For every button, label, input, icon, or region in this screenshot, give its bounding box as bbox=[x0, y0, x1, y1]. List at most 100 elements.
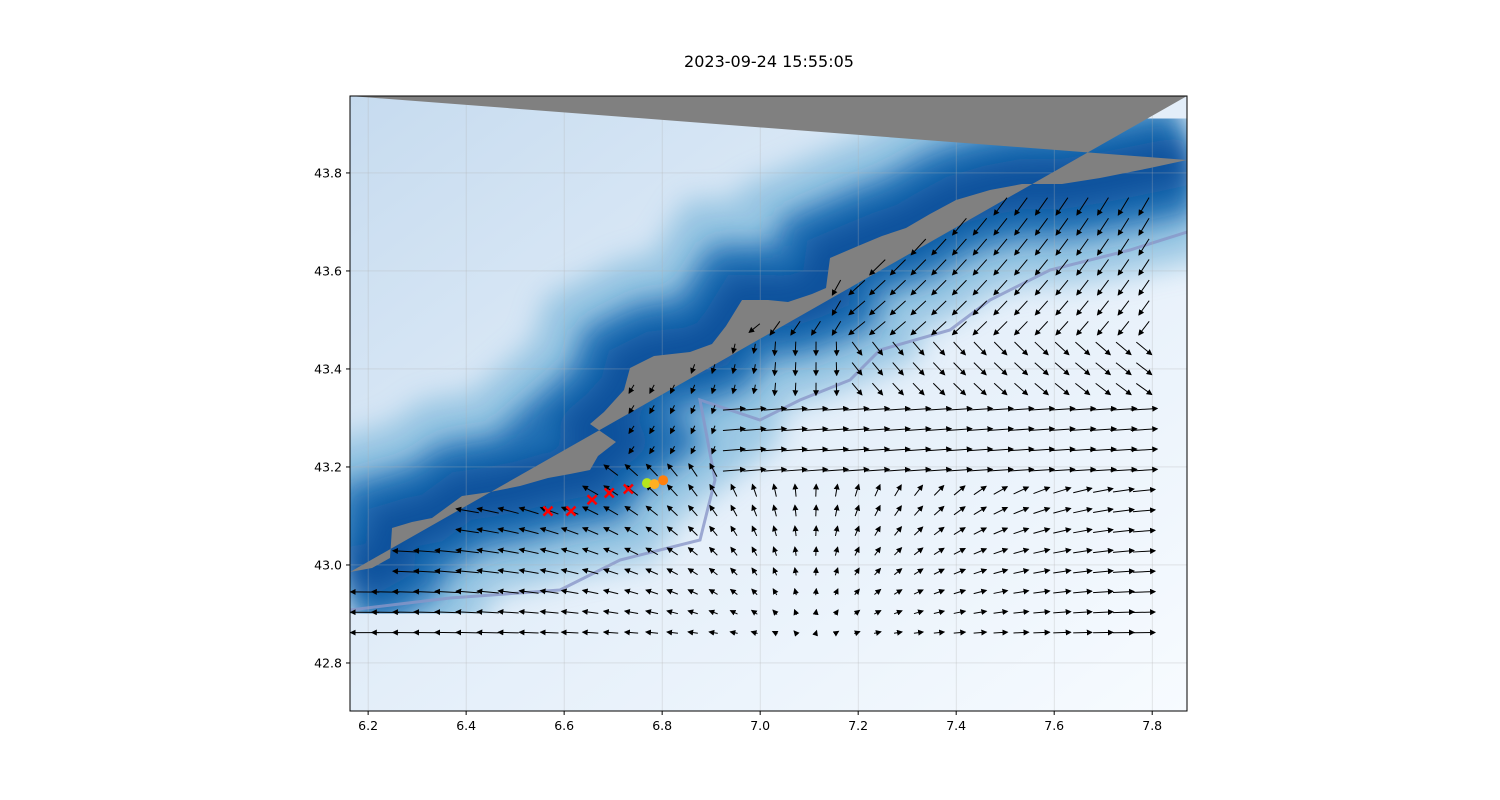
current-arrow bbox=[833, 546, 840, 556]
current-arrow bbox=[993, 197, 1008, 216]
current-arrow bbox=[933, 484, 945, 496]
current-arrow bbox=[1014, 259, 1028, 276]
current-arrow bbox=[792, 382, 799, 397]
current-arrow bbox=[751, 588, 758, 596]
current-arrow bbox=[933, 505, 945, 516]
current-arrow bbox=[581, 629, 599, 636]
current-arrow bbox=[1014, 382, 1029, 396]
y-tick-label: 43.8 bbox=[314, 165, 342, 180]
current-arrow bbox=[973, 547, 988, 555]
current-arrow bbox=[1053, 547, 1072, 554]
current-arrow bbox=[731, 364, 738, 375]
current-arrow bbox=[731, 343, 737, 355]
current-arrow bbox=[1138, 279, 1150, 296]
current-arrow bbox=[933, 629, 946, 636]
current-arrow bbox=[947, 446, 973, 453]
current-arrow bbox=[1053, 588, 1072, 595]
x-tick-label: 6.6 bbox=[554, 718, 574, 733]
current-arrow bbox=[1132, 609, 1157, 616]
current-arrow bbox=[972, 238, 988, 256]
current-arrow bbox=[889, 279, 906, 296]
current-arrow bbox=[926, 446, 953, 453]
current-arrow bbox=[560, 526, 579, 535]
current-arrow bbox=[784, 426, 808, 433]
current-arrow bbox=[497, 629, 519, 636]
current-arrow bbox=[729, 610, 738, 616]
current-arrow bbox=[953, 527, 966, 536]
current-arrow bbox=[793, 608, 800, 616]
current-arrow bbox=[751, 546, 758, 556]
current-arrow bbox=[993, 588, 1009, 595]
current-arrow bbox=[833, 483, 840, 497]
current-arrow bbox=[649, 405, 655, 415]
current-arrow bbox=[865, 466, 891, 473]
current-arrow bbox=[1008, 405, 1035, 412]
current-arrow bbox=[973, 588, 988, 595]
current-arrow bbox=[1110, 466, 1138, 473]
current-arrow bbox=[865, 426, 891, 433]
current-arrow bbox=[688, 463, 698, 477]
current-arrow bbox=[602, 608, 619, 615]
current-arrow bbox=[972, 321, 988, 336]
current-arrow bbox=[455, 568, 479, 575]
current-arrow bbox=[993, 547, 1009, 555]
current-arrow bbox=[624, 526, 639, 536]
current-arrow bbox=[894, 505, 902, 516]
current-arrow bbox=[1075, 341, 1091, 356]
current-arrow bbox=[886, 466, 911, 473]
current-arrow bbox=[953, 506, 966, 516]
current-arrow bbox=[1013, 321, 1028, 336]
current-arrow bbox=[711, 425, 717, 435]
current-arrow bbox=[894, 568, 903, 576]
current-arrow bbox=[1115, 382, 1132, 396]
current-arrow bbox=[1034, 382, 1050, 396]
current-arrow bbox=[1115, 362, 1132, 376]
current-arrow bbox=[518, 588, 539, 595]
current-arrow bbox=[1110, 426, 1138, 433]
current-arrow bbox=[953, 485, 966, 496]
current-arrow bbox=[865, 405, 891, 412]
current-arrow bbox=[560, 547, 579, 555]
current-arrow bbox=[690, 364, 696, 375]
current-arrow bbox=[1049, 405, 1076, 412]
current-arrow bbox=[722, 405, 747, 412]
current-arrow bbox=[628, 425, 635, 435]
x-tick-label: 7.2 bbox=[848, 718, 868, 733]
current-arrow bbox=[1076, 259, 1089, 276]
current-arrow bbox=[539, 588, 559, 595]
current-arrow bbox=[931, 238, 947, 256]
current-arrow bbox=[951, 279, 967, 296]
current-arrow bbox=[476, 588, 499, 595]
current-arrow bbox=[833, 525, 840, 537]
current-arrow bbox=[804, 405, 829, 412]
current-arrow bbox=[869, 259, 886, 276]
current-arrow bbox=[624, 505, 639, 516]
current-arrow bbox=[708, 546, 718, 556]
current-arrow bbox=[947, 426, 973, 433]
current-arrow bbox=[973, 341, 987, 356]
current-arrow bbox=[906, 466, 932, 473]
current-arrow bbox=[687, 609, 698, 616]
circle-marker bbox=[641, 478, 652, 489]
current-arrow bbox=[1013, 300, 1028, 316]
current-arrow bbox=[973, 362, 987, 376]
current-arrow bbox=[708, 629, 718, 636]
current-arrow bbox=[1093, 547, 1114, 554]
current-arrow bbox=[772, 567, 779, 576]
current-arrow bbox=[518, 567, 539, 574]
current-arrow bbox=[1013, 506, 1030, 515]
current-arrow bbox=[793, 630, 800, 637]
current-arrow bbox=[1089, 405, 1118, 412]
current-arrow bbox=[497, 527, 519, 534]
current-arrow bbox=[644, 629, 659, 636]
current-arrow bbox=[853, 588, 860, 596]
current-arrow bbox=[1028, 446, 1056, 453]
current-arrow bbox=[1076, 279, 1089, 296]
current-arrow bbox=[476, 527, 499, 534]
x-tick-label: 7.8 bbox=[1142, 718, 1162, 733]
current-arrow bbox=[687, 505, 698, 517]
current-arrow bbox=[889, 321, 906, 336]
current-arrow bbox=[1096, 259, 1109, 276]
current-arrow bbox=[722, 466, 747, 473]
plot-title: 2023-09-24 15:55:05 bbox=[684, 52, 854, 71]
